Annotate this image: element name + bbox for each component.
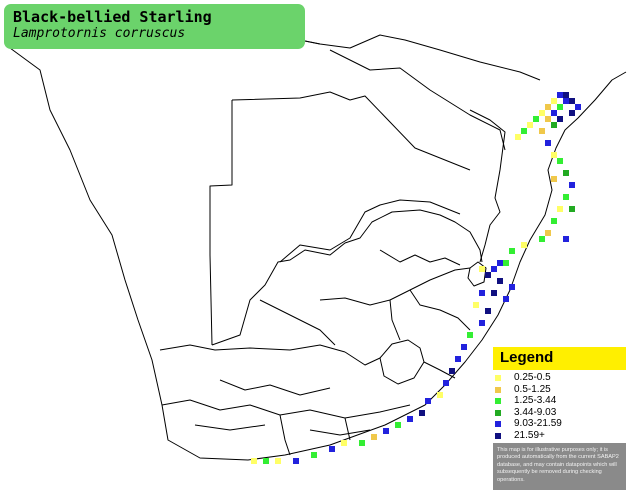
legend-label: 1.25-3.44 [514,395,557,406]
lesotho [379,339,425,385]
border-botswana-north [231,91,471,171]
legend-swatch [495,398,501,404]
legend-item: 0.25-0.5 [493,372,626,385]
legend: Legend 0.25-0.5 0.5-1.25 1.25-3.44 3.44-… [493,347,626,490]
province-border-8 [259,299,336,346]
species-common-name: Black-bellied Starling [13,8,212,26]
legend-swatch [495,386,501,393]
border-south-africa-north [211,209,483,346]
province-border-3 [344,351,456,379]
legend-label: 9.03-21.59 [514,418,562,429]
legend-swatch [495,375,501,381]
legend-label: 0.25-0.5 [514,372,551,383]
border-botswana-sa [279,199,461,263]
legend-item: 21.59+ [493,429,626,443]
border-zambia [289,34,541,81]
legend-items: 0.25-0.5 0.5-1.25 1.25-3.44 3.44-9.03 9.… [493,372,626,443]
province-border-1 [159,344,346,353]
legend-label: 3.44-9.03 [514,406,557,418]
legend-disclaimer: This map is for illustrative purposes on… [493,443,626,490]
swaziland [467,261,487,287]
legend-title: Legend [500,349,554,366]
province-border-5 [379,249,461,266]
border-namibia-botswana [209,100,233,346]
distribution-cells [251,92,581,464]
legend-item: 9.03-21.59 [493,418,626,431]
border-zimbabwe [329,49,506,151]
province-border-2 [319,267,471,306]
border-mozambique [469,109,506,263]
legend-swatch [495,432,501,439]
title-box: Black-bellied Starling Lamprotornis corr… [4,4,305,49]
legend-item: 3.44-9.03 [493,406,626,420]
province-border-4 [389,289,471,341]
species-scientific-name: Lamprotornis corruscus [13,26,186,41]
legend-swatch [495,409,501,416]
legend-item: 1.25-3.44 [493,395,626,408]
province-border-7 [279,414,351,456]
legend-label: 0.5-1.25 [514,383,551,395]
district-lines [194,379,371,436]
province-border-6 [161,399,411,419]
legend-item: 0.5-1.25 [493,383,626,397]
legend-swatch [495,421,501,427]
legend-label: 21.59+ [514,429,545,441]
legend-header: Legend [493,347,626,370]
